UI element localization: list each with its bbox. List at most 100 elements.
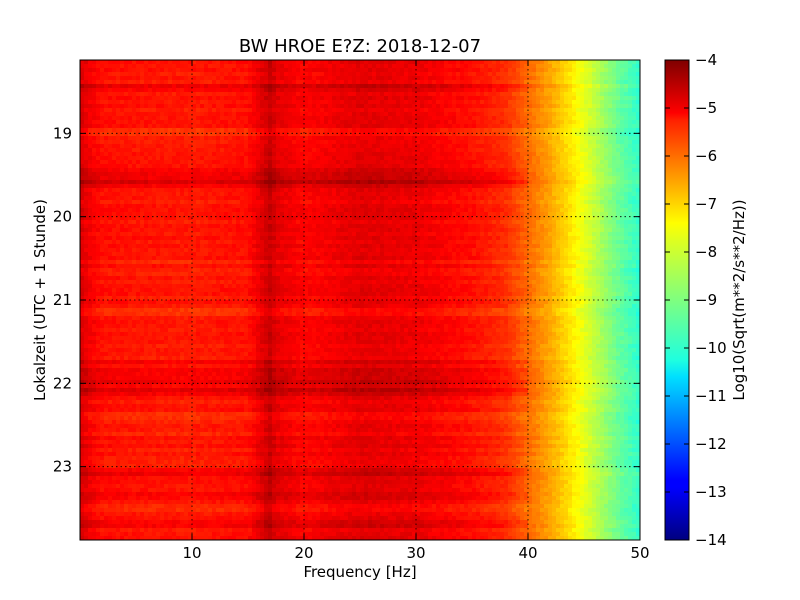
heatmap-cell (568, 160, 573, 165)
heatmap-cell (352, 132, 357, 137)
heatmap-cell (456, 60, 461, 65)
heatmap-cell (548, 136, 553, 141)
heatmap-cell (524, 144, 529, 149)
heatmap-cell (372, 144, 377, 149)
heatmap-cell (456, 172, 461, 177)
heatmap-cell (212, 188, 217, 193)
heatmap-cell (524, 88, 529, 93)
heatmap-cell (584, 192, 589, 197)
heatmap-cell (300, 60, 305, 65)
heatmap-cell (480, 92, 485, 97)
heatmap-cell (408, 192, 413, 197)
heatmap-cell (488, 68, 493, 73)
heatmap-cell (424, 164, 429, 169)
heatmap-cell (504, 116, 509, 121)
heatmap-cell (232, 140, 237, 145)
heatmap-cell (608, 184, 613, 189)
heatmap-cell (196, 136, 201, 141)
heatmap-cell (404, 172, 409, 177)
heatmap-cell (364, 156, 369, 161)
heatmap-cell (252, 200, 257, 205)
heatmap-cell (608, 84, 613, 89)
heatmap-cell (380, 112, 385, 117)
heatmap-cell (420, 64, 425, 69)
heatmap-cell (188, 172, 193, 177)
heatmap-cell (484, 60, 489, 65)
heatmap-cell (348, 156, 353, 161)
heatmap-cell (512, 96, 517, 101)
heatmap-cell (332, 184, 337, 189)
heatmap-cell (248, 64, 253, 69)
heatmap-cell (356, 120, 361, 125)
heatmap-cell (516, 196, 521, 201)
heatmap-cell (108, 164, 113, 169)
heatmap-cell (544, 144, 549, 149)
heatmap-cell (100, 84, 105, 89)
heatmap-cell (344, 172, 349, 177)
heatmap-cell (432, 124, 437, 129)
heatmap-cell (136, 144, 141, 149)
heatmap-cell (576, 184, 581, 189)
heatmap-cell (428, 152, 433, 157)
heatmap-cell (600, 172, 605, 177)
heatmap-cell (416, 164, 421, 169)
heatmap-cell (616, 196, 621, 201)
heatmap-cell (268, 84, 273, 89)
heatmap-cell (152, 180, 157, 185)
heatmap-cell (144, 184, 149, 189)
heatmap-cell (348, 120, 353, 125)
heatmap-cell (496, 140, 501, 145)
heatmap-cell (196, 148, 201, 153)
heatmap-cell (84, 72, 89, 77)
heatmap-cell (576, 180, 581, 185)
heatmap-cell (488, 120, 493, 125)
heatmap-cell (624, 116, 629, 121)
heatmap-cell (388, 104, 393, 109)
heatmap-cell (300, 192, 305, 197)
heatmap-cell (536, 72, 541, 77)
heatmap-cell (240, 152, 245, 157)
heatmap-cell (448, 140, 453, 145)
heatmap-cell (464, 168, 469, 173)
heatmap-cell (456, 188, 461, 193)
heatmap-cell (476, 104, 481, 109)
heatmap-cell (492, 116, 497, 121)
heatmap-cell (504, 104, 509, 109)
heatmap-cell (540, 128, 545, 133)
heatmap-cell (168, 184, 173, 189)
heatmap-cell (616, 124, 621, 129)
heatmap-cell (400, 160, 405, 165)
heatmap-cell (208, 136, 213, 141)
heatmap-cell (136, 72, 141, 77)
heatmap-cell (348, 92, 353, 97)
heatmap-cell (360, 152, 365, 157)
heatmap-cell (200, 144, 205, 149)
heatmap-cell (84, 60, 89, 65)
heatmap-cell (476, 180, 481, 185)
heatmap-cell (576, 144, 581, 149)
heatmap-cell (212, 128, 217, 133)
heatmap-cell (248, 120, 253, 125)
heatmap-cell (444, 168, 449, 173)
heatmap-cell (348, 80, 353, 85)
heatmap-cell (580, 108, 585, 113)
heatmap-cell (160, 108, 165, 113)
heatmap-cell (384, 132, 389, 137)
heatmap-cell (380, 172, 385, 177)
heatmap-cell (172, 148, 177, 153)
heatmap-cell (380, 188, 385, 193)
heatmap-cell (548, 164, 553, 169)
heatmap-cell (148, 136, 153, 141)
heatmap-cell (552, 80, 557, 85)
heatmap-cell (140, 196, 145, 201)
heatmap-cell (188, 152, 193, 157)
heatmap-cell (88, 200, 93, 205)
heatmap-cell (124, 168, 129, 173)
heatmap-cell (152, 96, 157, 101)
heatmap-cell (356, 184, 361, 189)
heatmap-cell (92, 152, 97, 157)
heatmap-cell (468, 60, 473, 65)
heatmap-cell (200, 124, 205, 129)
heatmap-cell (344, 160, 349, 165)
heatmap-cell (512, 176, 517, 181)
